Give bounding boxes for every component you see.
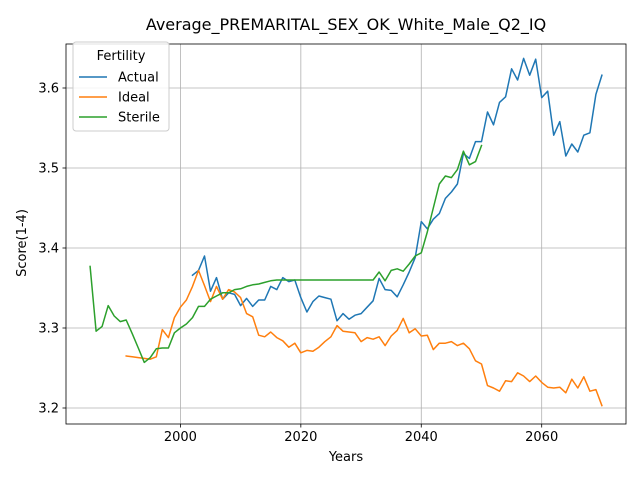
y-tick-label: 3.5 xyxy=(38,162,59,177)
legend-label-ideal: Ideal xyxy=(118,91,150,106)
x-tick-label: 2060 xyxy=(525,430,558,445)
x-tick-label: 2040 xyxy=(405,430,438,445)
x-axis-label: Years xyxy=(328,450,364,465)
legend-label-sterile: Sterile xyxy=(118,111,160,126)
series-line-actual xyxy=(191,57,603,322)
legend: Fertility Actual Ideal Sterile xyxy=(72,41,170,132)
legend-label-actual: Actual xyxy=(118,71,159,86)
plot-frame xyxy=(65,43,627,425)
y-tick-label: 3.2 xyxy=(38,402,59,417)
chart-title: Average_PREMARITAL_SEX_OK_White_Male_Q2_… xyxy=(146,15,546,35)
y-axis-label: Score(1-4) xyxy=(15,209,30,277)
x-tick-label: 2020 xyxy=(284,430,317,445)
legend-entries: Actual Ideal Sterile xyxy=(79,71,160,126)
y-tick-label: 3.6 xyxy=(38,82,59,97)
legend-title: Fertility xyxy=(97,49,146,64)
y-tick-label: 3.4 xyxy=(38,242,59,257)
axis-ticks: 2000 2020 2040 2060 3.2 3.3 3.4 3.5 3.6 xyxy=(38,82,558,446)
x-tick-label: 2000 xyxy=(164,430,197,445)
y-tick-label: 3.3 xyxy=(38,322,59,337)
series-line-sterile xyxy=(89,144,483,364)
series-line-ideal xyxy=(125,269,603,407)
legend-box xyxy=(72,41,170,132)
series-lines xyxy=(89,57,603,407)
